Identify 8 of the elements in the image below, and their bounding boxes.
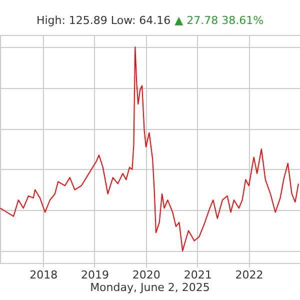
x-tick-label: 2022 [235, 268, 264, 282]
x-axis-title: Monday, June 2, 2025 [89, 281, 211, 294]
x-tick-label: 2018 [30, 268, 58, 282]
chart-subtitle: ▲ 27.78 38.61% [174, 14, 264, 27]
chart-title: High: 125.89 Low: 64.16 [36, 14, 171, 27]
x-tick-label: 2021 [184, 268, 212, 282]
x-tick-label: 2019 [80, 268, 109, 282]
x-tick-label: 2020 [132, 268, 160, 282]
